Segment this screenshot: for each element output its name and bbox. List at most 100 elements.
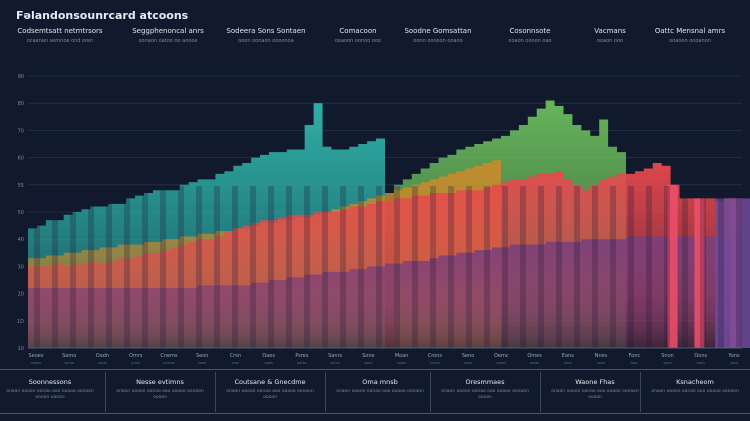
footer-item-title: Oma mnsb — [362, 378, 398, 386]
x-tick-sublabel: nnes — [597, 361, 606, 365]
x-tick-label: Sone — [362, 353, 374, 359]
shade-strip — [628, 186, 634, 348]
x-tick-label: Semo — [62, 353, 76, 359]
x-tick-label: Omrs — [129, 353, 143, 359]
shade-strip — [214, 186, 220, 348]
shade-strip — [556, 186, 562, 348]
shade-strip — [664, 186, 670, 348]
column-subheading: ooaon oooon oao — [508, 38, 552, 44]
footer-item-description: onaon oooon oonao ooo ooaoo oonaon oooon — [226, 389, 314, 400]
footer-item-title: Soonnessons — [28, 378, 72, 386]
footer-item-title: Oresmmaes — [465, 378, 505, 386]
x-tick-sublabel: oemc — [497, 361, 507, 365]
shade-strip — [304, 186, 310, 348]
column-heading: Oattc Mensnal amrs — [654, 27, 726, 35]
shade-strip — [574, 186, 580, 348]
shade-strip — [376, 186, 382, 348]
shade-strip — [448, 186, 454, 348]
column-subheading: ooon oonaon oooonoa — [238, 38, 294, 44]
shade-strip — [412, 186, 418, 348]
column-subheading: ooaoon oonoo ooo — [334, 38, 382, 44]
x-tick-label: Sanrs — [328, 353, 342, 359]
shade-strip — [358, 186, 364, 348]
x-tick-sublabel: snon — [663, 361, 671, 365]
x-tick-sublabel: eans — [564, 361, 573, 365]
shade-strip — [484, 186, 490, 348]
x-tick-label: Eans — [562, 353, 574, 359]
shade-strip — [610, 186, 616, 348]
footer-item-title: Coutsane & Gnecdme — [234, 378, 306, 386]
shade-strip — [124, 186, 130, 348]
x-tick-sublabel: fonc — [631, 361, 639, 365]
y-tick-label: 60 — [18, 156, 24, 162]
column-subheading: oonn ooooon ooaoo — [413, 38, 463, 44]
column-subheading: ooaon ooo — [596, 38, 624, 44]
x-tick-label: Omes — [527, 353, 542, 359]
shade-strip — [34, 186, 40, 348]
x-tick-label: Oaes — [262, 353, 275, 359]
y-tick-label: 90 — [18, 74, 24, 80]
x-tick-sublabel: oadn — [98, 361, 107, 365]
bar — [667, 184, 678, 348]
column-heading: Soodne Gomsattan — [404, 27, 472, 35]
shade-strip — [88, 186, 94, 348]
shade-strip — [232, 186, 238, 348]
shade-strip — [718, 186, 724, 348]
y-tick-label: 40 — [18, 237, 24, 243]
footer-item-description: onaon oooon oonao ooo ooaoo oonaon oooon… — [6, 389, 94, 400]
x-tick-label: Seoes — [29, 353, 44, 359]
y-tick-label: 10 — [18, 346, 24, 352]
shade-strip — [394, 186, 400, 348]
shade-strip — [502, 186, 508, 348]
footer-item-title: Nesse evtimns — [136, 378, 184, 386]
x-tick-label: Nnes — [595, 353, 608, 359]
shade-strip — [340, 186, 346, 348]
y-tick-label: 30 — [18, 264, 24, 270]
x-tick-sublabel: omrs — [131, 361, 140, 365]
shade-strip — [466, 186, 472, 348]
footer-item: Oma mnsb onaon oooon oonao ooo ooaoo oona… — [335, 378, 425, 395]
y-tick-label: 70 — [18, 128, 24, 134]
column-heading: Comacoon — [339, 27, 377, 35]
x-tick-sublabel: crsn — [232, 361, 239, 365]
footer-divider — [105, 372, 106, 412]
x-tick-sublabel: moan — [397, 361, 407, 365]
x-tick-sublabel: oaes — [265, 361, 273, 365]
footer-item: Coutsane & Gnecdme onaon oooon oonao ooo … — [225, 378, 315, 401]
column-subheading: ooaoon oooanon — [669, 38, 711, 44]
footer-item-description: onaon oooon oonao ooo ooaoo oonaon oooon — [116, 389, 204, 400]
y-tick-label: 80 — [18, 101, 24, 107]
x-tick-sublabel: sone — [364, 361, 372, 365]
x-tick-sublabel: cnems — [163, 361, 175, 365]
shade-strip — [430, 186, 436, 348]
y-tick-label: 1D — [17, 319, 24, 325]
x-tick-label: Yons — [727, 353, 740, 359]
column-subheading: oonaon oatoo oo aoooe — [138, 38, 198, 44]
x-tick-sublabel: seno — [464, 361, 472, 365]
shade-strip — [52, 186, 58, 348]
bar — [715, 198, 750, 348]
x-tick-label: Fonc — [628, 353, 640, 359]
shade-strip — [250, 186, 256, 348]
x-tick-sublabel: crons — [430, 361, 440, 365]
column-heading: Cosonnsote — [509, 27, 551, 35]
x-tick-label: Seon — [196, 353, 208, 359]
shade-strip — [646, 186, 652, 348]
x-tick-sublabel: oons — [697, 361, 706, 365]
y-tick-label: 50 — [18, 210, 24, 216]
x-tick-sublabel: sanrs — [330, 361, 340, 365]
footer-item-description: onaon oooon oonao ooo ooaoo oonaon — [651, 389, 739, 394]
column-subheading: ocaanan semnoe ond oren — [26, 38, 94, 44]
column-heading: Sodeera Sons Sontaen — [226, 27, 306, 35]
footer-divider — [430, 372, 431, 412]
x-tick-label: Crons — [428, 353, 443, 359]
x-tick-label: Moan — [395, 353, 409, 359]
footer-item-description: onaon oooon oonao ooo ooaoo oonaon — [336, 389, 424, 394]
shade-strip — [268, 186, 274, 348]
y-tick-label: 20 — [18, 292, 24, 298]
x-tick-label: Cnems — [160, 353, 178, 359]
column-heading: Seggphenoncal anrs — [132, 27, 204, 35]
x-tick-label: Seno — [462, 353, 474, 359]
page-title: Fəlandonsounrcard atcoons — [16, 9, 189, 22]
